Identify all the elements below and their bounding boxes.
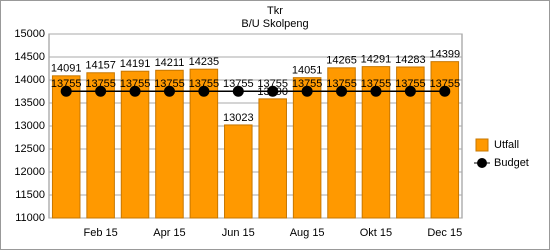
- value-label: 14283: [395, 54, 426, 66]
- value-label: 13755: [189, 78, 220, 90]
- value-label: 14191: [120, 58, 151, 70]
- value-label: 13755: [326, 78, 357, 90]
- value-label: 13755: [51, 78, 82, 90]
- value-label: 14157: [85, 60, 116, 72]
- marker: [60, 85, 72, 97]
- value-label: 13755: [257, 78, 288, 90]
- y-tick-label: 14500: [14, 51, 45, 63]
- marker: [95, 85, 107, 97]
- value-label: 13755: [429, 78, 460, 90]
- marker: [404, 85, 416, 97]
- marker: [129, 85, 141, 97]
- y-tick-label: 11500: [15, 189, 45, 201]
- value-label: 13755: [395, 78, 426, 90]
- x-tick-label: Dec 15: [427, 227, 462, 239]
- x-tick-label: Okt 15: [360, 227, 392, 239]
- y-tick-label: 14000: [14, 74, 45, 86]
- bar: [86, 72, 115, 219]
- y-tick-label: 13000: [14, 120, 45, 132]
- value-label: 14235: [189, 56, 220, 68]
- value-label: 14091: [51, 63, 82, 75]
- x-tick-label: Feb 15: [84, 227, 118, 239]
- value-label: 14051: [292, 65, 323, 77]
- value-label: 13755: [154, 78, 185, 90]
- value-label: 13023: [223, 112, 254, 124]
- bar: [224, 124, 253, 219]
- chart-subtitle: B/U Skolpeng: [241, 18, 308, 30]
- value-label: 14399: [429, 49, 460, 61]
- bar: [258, 98, 287, 219]
- value-label: 13755: [292, 78, 323, 90]
- chart-title: Tkr: [267, 5, 283, 17]
- y-tick-label: 11000: [15, 212, 45, 224]
- value-label: 13755: [223, 78, 254, 90]
- legend-marker: [477, 158, 487, 168]
- value-label: 13755: [361, 78, 392, 90]
- value-label: 14291: [361, 54, 392, 66]
- y-tick-label: 12000: [14, 166, 45, 178]
- legend-label: Utfall: [494, 139, 519, 151]
- y-tick-label: 15000: [14, 28, 45, 40]
- value-label: 13755: [120, 78, 151, 90]
- x-tick-label: Apr 15: [153, 227, 185, 239]
- y-tick-label: 13500: [14, 97, 45, 109]
- x-tick-label: Aug 15: [290, 227, 325, 239]
- bar: [51, 75, 81, 219]
- value-label: 14211: [155, 57, 185, 69]
- value-label: 13755: [85, 78, 116, 90]
- legend-swatch: [475, 138, 489, 152]
- marker: [198, 85, 210, 97]
- x-tick-label: Jun 15: [222, 227, 255, 239]
- marker: [301, 85, 313, 97]
- marker: [267, 85, 279, 97]
- legend-label: Budget: [494, 157, 529, 169]
- value-label: 14265: [326, 55, 357, 67]
- marker: [163, 85, 175, 97]
- marker: [232, 85, 244, 97]
- y-tick-label: 12500: [14, 143, 45, 155]
- marker: [439, 85, 451, 97]
- marker: [336, 85, 348, 97]
- marker: [370, 85, 382, 97]
- bar: [292, 77, 322, 219]
